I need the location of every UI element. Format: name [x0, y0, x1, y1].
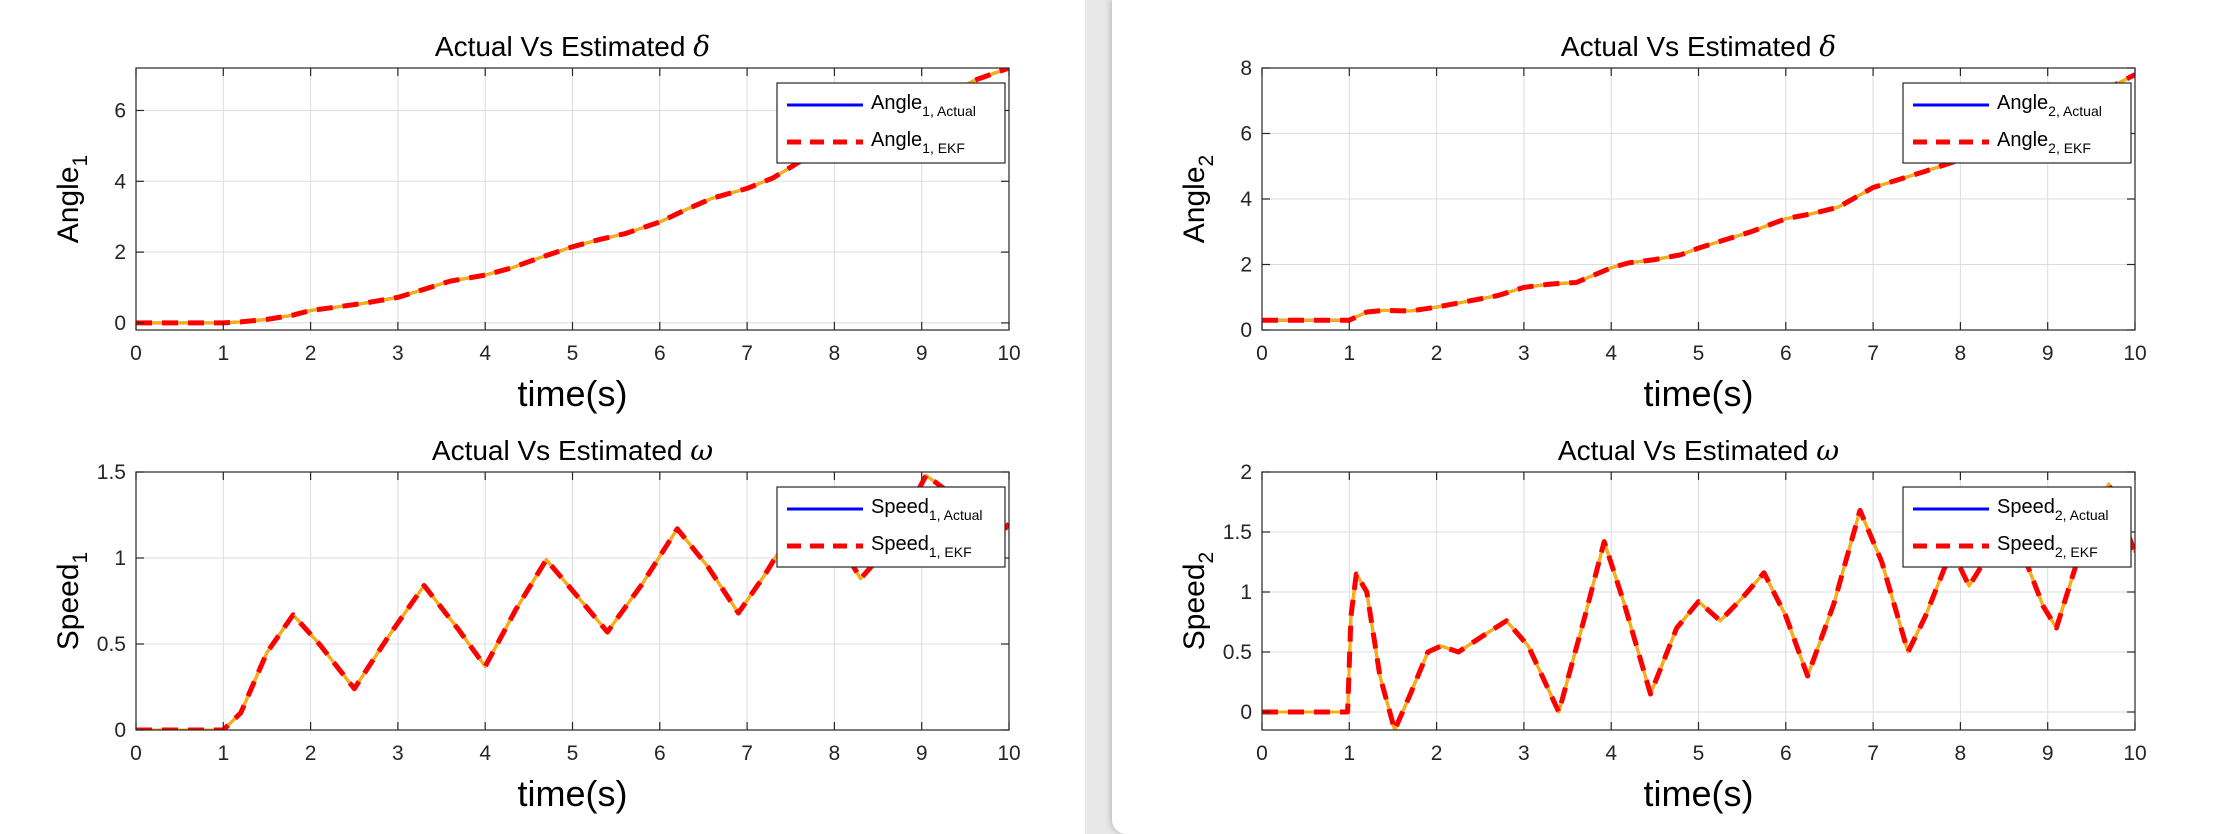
subplot-3: 0 1 2 3 4 5 6 7 8 9 10 0 0.5 1 1.5 Actual Vs Estimated … — [52, 434, 1021, 814]
legend-label: Speed1, EKF — [871, 533, 972, 560]
x-axis-label: time(s) — [1644, 373, 1754, 414]
x-tick-label: 4 — [1605, 742, 1617, 765]
x-tick-label: 4 — [1605, 342, 1617, 365]
legend-label: Angle1, Actual — [871, 92, 976, 119]
y-tick-label: 0.5 — [97, 633, 126, 656]
y-tick-label: 6 — [114, 99, 126, 122]
y-axis-label: Angle1 — [52, 155, 92, 243]
y-axis-label: Speed1 — [52, 552, 92, 650]
y-tick-label: 2 — [1240, 254, 1252, 277]
y-tick-label: 1.5 — [97, 461, 126, 484]
x-tick-label: 9 — [2042, 742, 2054, 765]
y-tick-label: 2 — [1240, 461, 1252, 484]
x-tick-label: 5 — [567, 742, 579, 765]
y-tick-label: 0 — [1240, 701, 1252, 724]
subplot-1: 0 1 2 3 4 5 6 7 8 9 10 0 2 4 6 Actual Vs Estimated δ tim… — [52, 30, 1021, 414]
x-tick-label: 4 — [479, 742, 491, 765]
x-tick-label: 5 — [567, 342, 579, 365]
y-tick-label: 0 — [114, 312, 126, 335]
series-ekf-line — [1262, 481, 2135, 730]
x-tick-label: 2 — [305, 342, 317, 365]
x-tick-label: 3 — [1518, 742, 1530, 765]
x-tick-label: 9 — [916, 742, 928, 765]
x-tick-label: 2 — [1431, 742, 1443, 765]
x-tick-label: 0 — [1256, 742, 1268, 765]
legend-label: Angle2, EKF — [1997, 129, 2091, 156]
chart-title: Actual Vs Estimated δ — [435, 30, 710, 63]
x-tick-label: 2 — [305, 742, 317, 765]
x-tick-label: 3 — [392, 342, 404, 365]
x-tick-label: 1 — [1343, 342, 1355, 365]
x-axis-label: time(s) — [518, 773, 628, 814]
legend-label: Angle2, Actual — [1997, 92, 2102, 119]
x-tick-label: 10 — [2123, 742, 2146, 765]
x-tick-label: 5 — [1693, 342, 1705, 365]
y-tick-label: 6 — [1240, 123, 1252, 146]
x-tick-label: 3 — [392, 742, 404, 765]
y-tick-label: 2 — [114, 241, 126, 264]
y-tick-label: 4 — [114, 170, 126, 193]
x-tick-label: 0 — [1256, 342, 1268, 365]
x-tick-label: 3 — [1518, 342, 1530, 365]
subplot-2: 0 1 2 3 4 5 6 7 8 9 10 0 2 4 6 8 Actual Vs Estimated δ ti… — [1178, 30, 2147, 414]
chart-title: Actual Vs Estimated δ — [1561, 30, 1836, 63]
x-tick-label: 8 — [1955, 742, 1967, 765]
y-tick-label: 0 — [1240, 319, 1252, 342]
y-tick-label: 1 — [1240, 581, 1252, 604]
x-tick-label: 7 — [1867, 742, 1879, 765]
x-tick-label: 7 — [1867, 342, 1879, 365]
x-tick-label: 2 — [1431, 342, 1443, 365]
x-axis-label: time(s) — [1644, 773, 1754, 814]
legend-box — [776, 486, 1006, 568]
x-tick-label: 6 — [1780, 742, 1792, 765]
series-ekf-line — [136, 472, 1009, 730]
x-tick-label: 0 — [130, 342, 142, 365]
legend-box — [1902, 486, 2132, 568]
chart-title: Actual Vs Estimated ω — [432, 434, 713, 467]
legend-box — [1902, 82, 2132, 164]
y-axis-label: Speed2 — [1178, 552, 1218, 650]
x-tick-label: 4 — [479, 342, 491, 365]
x-tick-label: 9 — [2042, 342, 2054, 365]
x-tick-label: 8 — [1955, 342, 1967, 365]
legend-label: Speed2, Actual — [1997, 496, 2109, 523]
x-tick-label: 8 — [829, 742, 841, 765]
legend-box — [776, 82, 1006, 164]
y-tick-label: 0.5 — [1223, 641, 1252, 664]
chart-title: Actual Vs Estimated ω — [1558, 434, 1839, 467]
x-tick-label: 6 — [1780, 342, 1792, 365]
y-tick-label: 1.5 — [1223, 521, 1252, 544]
x-tick-label: 0 — [130, 742, 142, 765]
x-tick-label: 9 — [916, 342, 928, 365]
legend-label: Speed1, Actual — [871, 496, 983, 523]
y-tick-label: 1 — [114, 547, 126, 570]
x-tick-label: 8 — [829, 342, 841, 365]
y-tick-label: 0 — [114, 719, 126, 742]
x-tick-label: 6 — [654, 742, 666, 765]
legend-label: Speed2, EKF — [1997, 533, 2098, 560]
y-axis-label: Angle2 — [1178, 155, 1218, 243]
y-tick-label: 4 — [1240, 188, 1252, 211]
x-tick-label: 5 — [1693, 742, 1705, 765]
x-tick-label: 6 — [654, 342, 666, 365]
x-tick-label: 7 — [741, 342, 753, 365]
x-tick-label: 10 — [997, 342, 1020, 365]
x-tick-label: 7 — [741, 742, 753, 765]
x-axis-label: time(s) — [518, 373, 628, 414]
y-tick-label: 8 — [1240, 57, 1252, 80]
x-tick-label: 10 — [2123, 342, 2146, 365]
x-tick-label: 1 — [1343, 742, 1355, 765]
x-tick-label: 1 — [217, 342, 229, 365]
x-tick-label: 1 — [217, 742, 229, 765]
x-tick-label: 10 — [997, 742, 1020, 765]
legend-label: Angle1, EKF — [871, 129, 965, 156]
subplot-4: 0 1 2 3 4 5 6 7 8 9 10 0 0.5 1 1.5 2 Actual Vs Estimated… — [1178, 434, 2147, 814]
